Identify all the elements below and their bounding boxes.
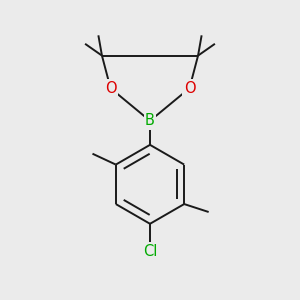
Text: O: O bbox=[184, 81, 195, 96]
Text: Cl: Cl bbox=[143, 244, 157, 259]
Text: B: B bbox=[145, 113, 155, 128]
Text: O: O bbox=[105, 81, 116, 96]
